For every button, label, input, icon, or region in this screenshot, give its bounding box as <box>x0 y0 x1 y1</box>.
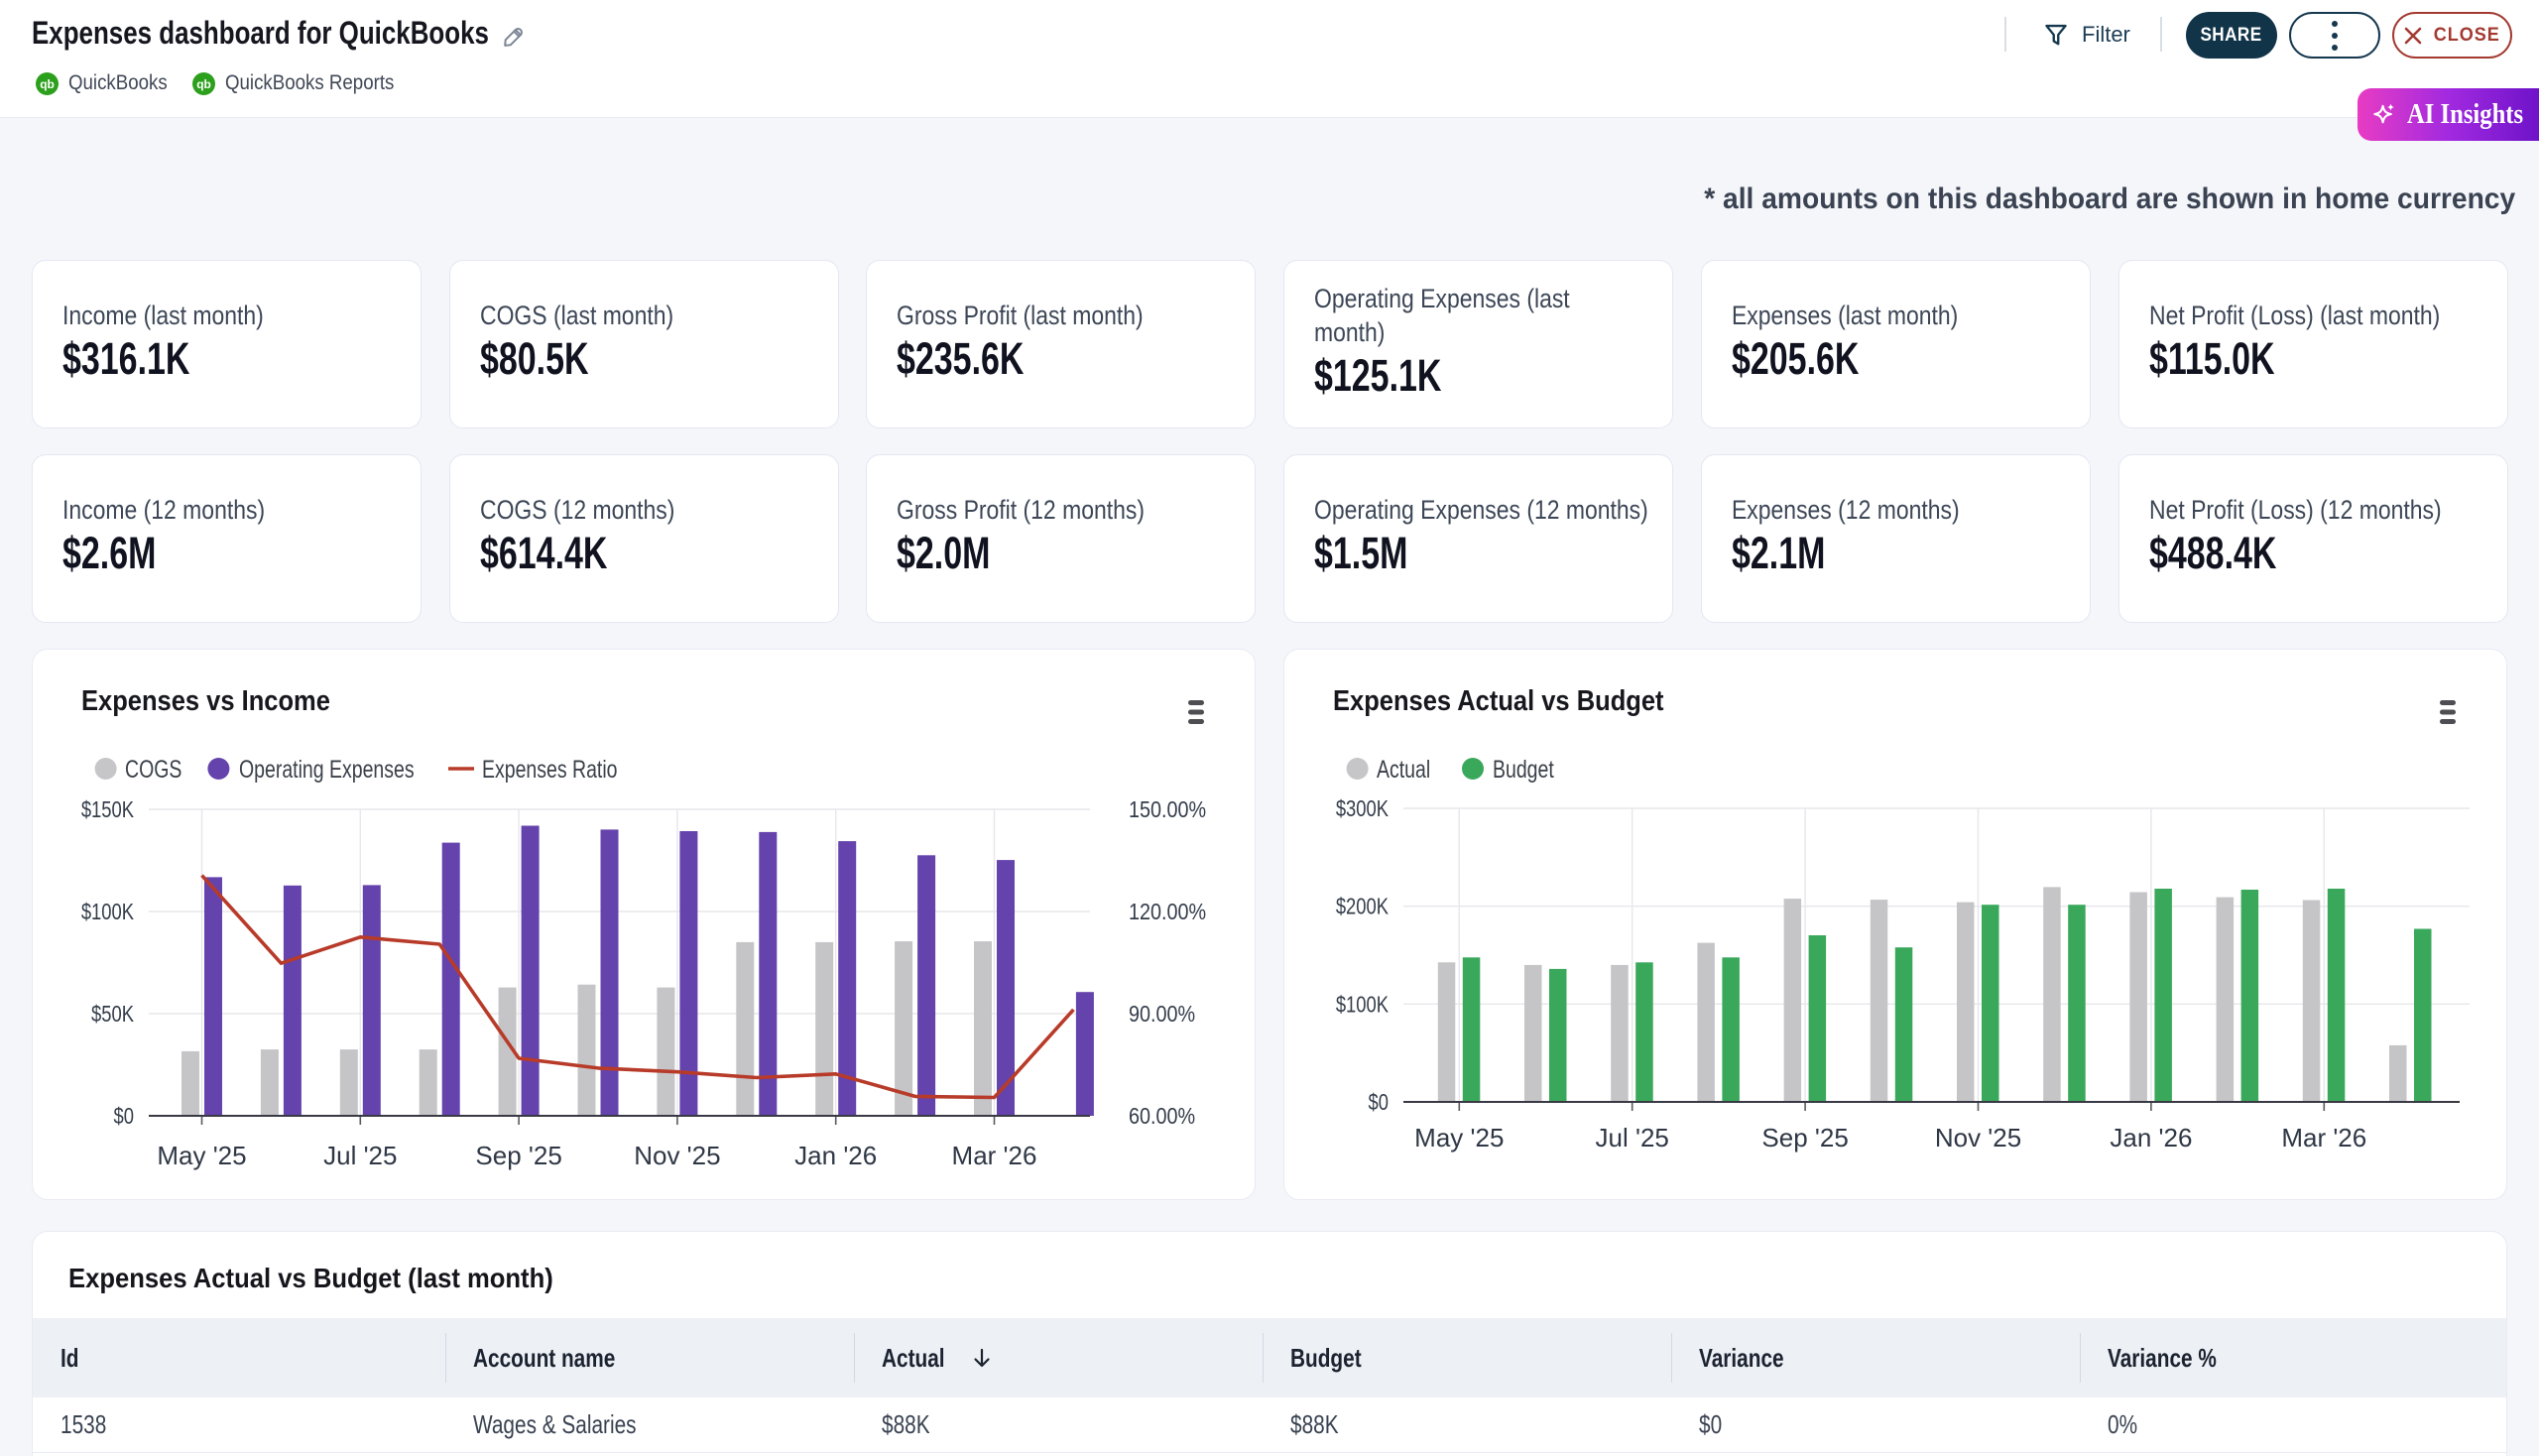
svg-text:$150K: $150K <box>81 797 134 822</box>
svg-text:Expenses Ratio: Expenses Ratio <box>482 756 618 784</box>
svg-text:$300K: $300K <box>1336 796 1389 821</box>
svg-text:$100K: $100K <box>1336 992 1389 1017</box>
svg-text:Mar '26: Mar '26 <box>952 1141 1037 1170</box>
svg-text:$0: $0 <box>1369 1090 1389 1115</box>
svg-text:Expenses vs Income: Expenses vs Income <box>81 683 330 716</box>
svg-text:$100K: $100K <box>81 900 134 924</box>
svg-text:qb: qb <box>196 76 211 90</box>
svg-text:Expenses Actual vs Budget: Expenses Actual vs Budget <box>1333 683 1664 716</box>
svg-text:$200K: $200K <box>1336 895 1389 919</box>
svg-text:Jan '26: Jan '26 <box>794 1141 877 1170</box>
svg-text:Actual: Actual <box>1377 756 1430 784</box>
svg-text:Jul '25: Jul '25 <box>323 1141 397 1170</box>
svg-text:Sep '25: Sep '25 <box>475 1141 561 1170</box>
svg-text:Mar '26: Mar '26 <box>2281 1123 2366 1153</box>
svg-text:Jan '26: Jan '26 <box>2110 1123 2192 1153</box>
svg-text:Jul '25: Jul '25 <box>1596 1123 1669 1153</box>
svg-text:60.00%: 60.00% <box>1129 1104 1195 1130</box>
svg-text:Sep '25: Sep '25 <box>1761 1123 1848 1153</box>
svg-text:COGS: COGS <box>125 756 181 784</box>
svg-text:Nov '25: Nov '25 <box>634 1141 720 1170</box>
svg-text:$0: $0 <box>114 1104 134 1129</box>
svg-text:120.00%: 120.00% <box>1129 900 1206 925</box>
svg-text:150.00%: 150.00% <box>1129 797 1206 823</box>
svg-text:90.00%: 90.00% <box>1129 1002 1195 1028</box>
svg-text:May '25: May '25 <box>157 1141 246 1170</box>
svg-text:Nov '25: Nov '25 <box>1935 1123 2021 1153</box>
svg-text:$50K: $50K <box>91 1002 134 1027</box>
svg-text:Budget: Budget <box>1493 756 1554 784</box>
svg-text:Operating Expenses: Operating Expenses <box>239 756 415 784</box>
svg-text:qb: qb <box>40 76 55 90</box>
svg-text:May '25: May '25 <box>1414 1123 1504 1153</box>
